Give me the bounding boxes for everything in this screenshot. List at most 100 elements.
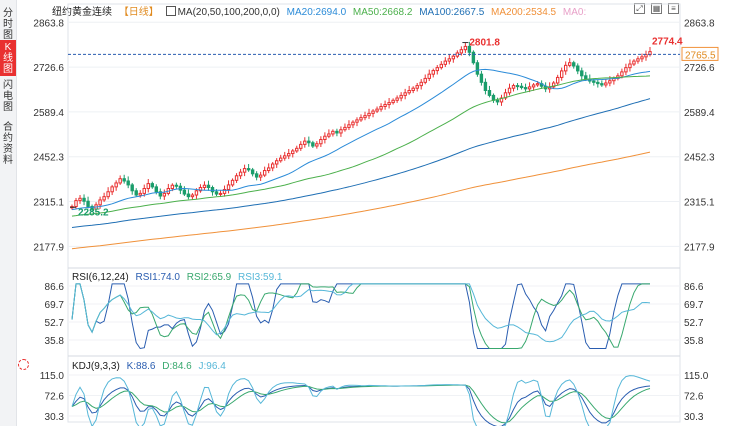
sidebar-tab-1[interactable]: K 线 图 [0,40,16,76]
price-tick-label-left: 2863.8 [33,18,64,29]
candle-body [584,75,588,80]
candle-body [150,183,154,188]
candle-body [234,175,239,181]
price-tick-label: 2452.3 [684,153,715,164]
candle-body [359,117,363,121]
candle-body [190,194,195,198]
candle-body [146,183,150,190]
candle-body [572,62,576,67]
candle-body [463,45,468,51]
rsi-header: RSI(6,12,24) RSI1:74.0 RSI2:65.9 RSI3:59… [72,272,287,283]
candle-body [399,94,403,99]
kdj-k-line [71,384,651,426]
candle-body [600,83,604,86]
kdj-d-value: D:84.6 [162,361,192,372]
rsi1-value: RSI1:74.0 [135,272,180,283]
candle-body [82,197,86,202]
candle-body [495,99,500,103]
rsi1-line [71,283,650,350]
candle-body [415,85,419,89]
rsi-tick-label: 86.6 [684,282,704,293]
candle-body [375,108,379,112]
candle-body [230,179,235,186]
candle-body [379,106,383,110]
candle-body [210,187,215,193]
candle-body [459,49,464,54]
candle-body [102,196,106,201]
candle-body [479,73,484,83]
rsi-tick-label: 35.8 [684,336,704,347]
checkbox-icon[interactable] [165,6,176,16]
candle-body [214,191,219,195]
candle-body [238,171,243,177]
candle-body [98,199,102,206]
sidebar-tab-0[interactable]: 分 时 图 [3,8,13,41]
kdj-j-value: J:96.4 [198,361,226,372]
price-tick-label: 2589.4 [684,108,715,119]
candle-body [262,170,267,176]
price-tick-label-left: 2315.1 [33,198,64,209]
chart-header: 纽约黄金连续 【日线】 MA(20,50,100,200,0,0) MA20:2… [52,3,590,18]
candle-body [439,63,443,69]
rsi3-line [71,283,651,343]
ma0-value: MA0: [562,7,587,18]
candle-body [118,178,122,184]
rsi-tick-label: 52.7 [684,318,704,329]
kdj-header: KDJ(9,3,3) K:88.6 D:84.6 J:96.4 [72,361,230,372]
ma-label: MA(20,50,100,200,0,0) [177,7,280,18]
candle-body [592,80,596,83]
candle-body [555,76,560,84]
kdj-settings-icon[interactable] [18,359,29,370]
candle-body [319,139,323,145]
ma200-value: MA200:2534.5 [491,7,557,18]
candle-body [270,163,275,169]
candle-body [471,51,476,64]
candle-body [74,200,78,207]
candle-body [218,192,223,195]
candle-body [419,81,423,87]
candle-body [303,140,307,145]
candle-body [279,157,283,162]
candle-body [311,142,315,147]
candle-body [291,150,295,155]
candle-body [86,200,90,207]
rsi2-line [71,283,650,349]
candle-body [511,85,516,89]
candle-body [427,73,431,79]
candle-body [351,121,355,126]
candle-body [576,65,580,72]
candle-body [624,67,628,73]
period-label[interactable]: 【日线】 [118,7,159,18]
candle-body [170,184,175,190]
kdj-k-value: K:88.6 [126,361,156,372]
candle-body [347,124,351,128]
candle-body [110,186,114,193]
candle-body [299,143,303,149]
candle-body [519,85,524,89]
candle-body [162,192,167,197]
candle-body [242,168,247,173]
sidebar-tab-3[interactable]: 合 约 资 料 [3,122,13,166]
candle-body [391,99,395,104]
candle-body [632,60,636,65]
candle-body [186,193,191,198]
candle-body [407,90,411,94]
candle-body [339,129,343,134]
sidebar-tab-2[interactable]: 闪 电 图 [3,80,13,113]
kdj-tick-label-left: 30.3 [45,412,65,423]
candle-body [226,184,231,190]
candle-body [507,87,512,94]
rsi2-value: RSI2:65.9 [186,272,232,283]
current-price-label: 2765.5 [685,50,716,61]
candle-body [411,87,415,91]
candle-body [483,81,488,92]
candle-body [447,58,452,62]
kdj-j-line [71,375,651,426]
plot-frame [67,3,681,423]
ma-toggle[interactable]: MA(20,50,100,200,0,0) [165,6,280,18]
candle-body [559,70,564,78]
candle-body [475,62,480,75]
candle-body [387,102,391,106]
ma20-line [71,68,651,211]
